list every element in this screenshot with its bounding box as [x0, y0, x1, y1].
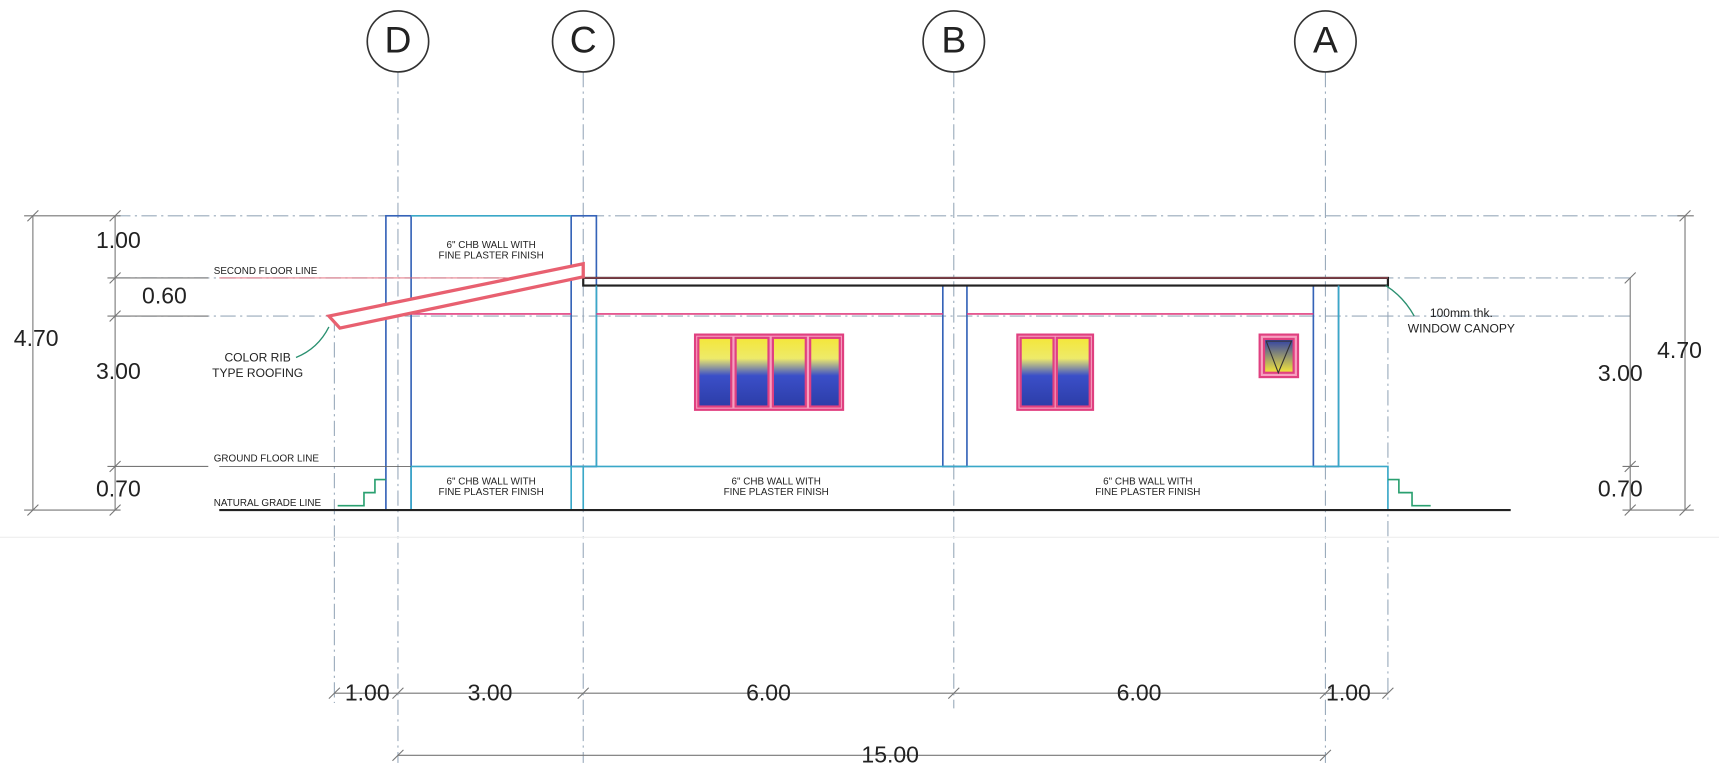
- grid-label: B: [941, 18, 966, 60]
- level-label: GROUND FLOOR LINE: [214, 453, 320, 464]
- grid-label: C: [570, 18, 597, 60]
- grid-label: D: [384, 18, 411, 60]
- dim-label: 3.00: [1598, 360, 1643, 386]
- roofing-note: TYPE ROOFING: [212, 366, 303, 380]
- grid-bubbles: [366, 10, 1357, 73]
- dim-label: 1.00: [1326, 679, 1371, 705]
- wall-note: 6" CHB WALL WITH: [732, 476, 821, 487]
- roofing-note: COLOR RIB: [224, 351, 290, 365]
- level-label: SECOND FLOOR LINE: [214, 266, 318, 277]
- wall-note: FINE PLASTER FINISH: [439, 251, 544, 262]
- level-label: NATURAL GRADE LINE: [214, 498, 322, 509]
- dim-label: 6.00: [746, 679, 791, 705]
- dim-label: 0.70: [1598, 476, 1643, 502]
- dim-label: 0.70: [96, 476, 141, 502]
- dim-label: 3.00: [468, 679, 513, 705]
- dimension-labels: 1.00 0.60 3.00 0.70 4.70 3.00 0.70 4.70 …: [14, 227, 1702, 767]
- wall-note: FINE PLASTER FINISH: [724, 487, 829, 498]
- grid-lines: [0, 71, 1719, 763]
- wall-note: FINE PLASTER FINISH: [439, 487, 544, 498]
- dim-label: 1.00: [345, 679, 390, 705]
- wall-note: 6" CHB WALL WITH: [446, 476, 535, 487]
- dim-label: 4.70: [1657, 337, 1702, 363]
- dim-label: 4.70: [14, 325, 59, 351]
- dim-label: 0.60: [142, 283, 187, 309]
- dimension-lines: [24, 209, 1694, 762]
- wall-note: 6" CHB WALL WITH: [1103, 476, 1192, 487]
- wall-note: 6" CHB WALL WITH: [446, 240, 535, 251]
- dim-label: 6.00: [1117, 679, 1162, 705]
- canopy-note: WINDOW CANOPY: [1408, 321, 1515, 335]
- dim-label: 15.00: [861, 741, 919, 767]
- grid-label: A: [1313, 18, 1338, 60]
- building: [219, 214, 1511, 512]
- dim-label: 3.00: [96, 358, 141, 384]
- dim-label: 1.00: [96, 227, 141, 253]
- notes: SECOND FLOOR LINE GROUND FLOOR LINE NATU…: [212, 240, 1515, 509]
- wall-note: FINE PLASTER FINISH: [1095, 487, 1200, 498]
- windows: [693, 333, 1300, 411]
- canopy-note: 100mm thk.: [1430, 306, 1493, 320]
